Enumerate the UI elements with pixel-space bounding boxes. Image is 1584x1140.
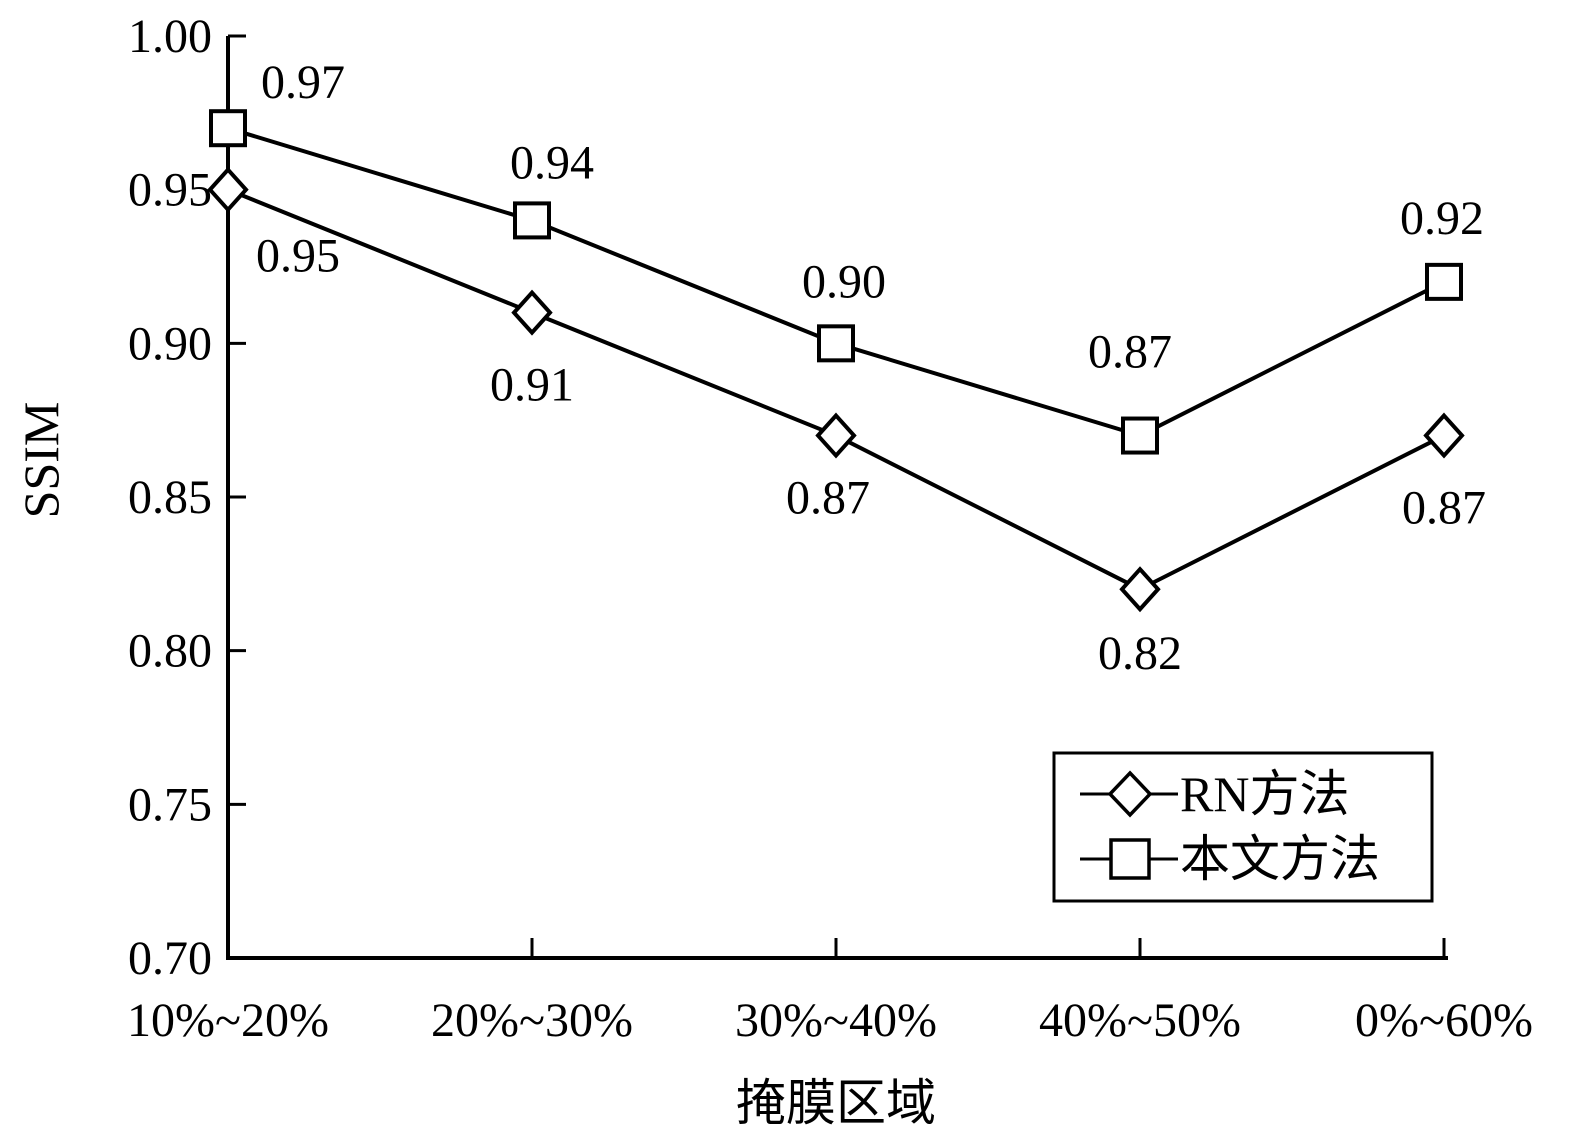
legend-marker-square — [1109, 838, 1151, 880]
data-label: 0.94 — [510, 136, 594, 189]
data-point-diamond — [511, 289, 553, 336]
x-tick-label: 30%~40% — [735, 994, 937, 1047]
data-labels: 0.95 0.91 0.87 0.82 0.87 0.97 0.94 0.90 0.87 0.92 — [256, 56, 1486, 680]
data-point-diamond — [1119, 566, 1161, 613]
x-tick-label: 0%~60% — [1355, 994, 1533, 1047]
x-tick-label: 10%~20% — [127, 994, 329, 1047]
data-label: 0.87 — [786, 472, 870, 525]
y-tick-label: 1.00 — [128, 10, 212, 63]
data-label: 0.92 — [1400, 192, 1484, 245]
legend: RN方法 本文方法 — [1052, 751, 1434, 903]
y-tick-label: 0.95 — [128, 164, 212, 217]
axes: 0.70 0.75 0.80 0.85 0.90 0.95 1.00 10%~20% 20%~3… — [127, 10, 1533, 1047]
data-label: 0.95 — [256, 230, 340, 283]
series-line-rn — [227, 187, 1445, 592]
y-tick-label: 0.70 — [128, 932, 212, 985]
y-axis-label: SSIM — [13, 402, 69, 519]
data-label: 0.87 — [1088, 326, 1172, 379]
x-axis-label: 掩膜区域 — [736, 1075, 936, 1131]
data-label: 0.91 — [490, 359, 574, 412]
data-point-square — [1121, 416, 1159, 455]
data-point-square — [513, 201, 551, 240]
data-point-square — [1425, 262, 1463, 301]
data-label: 0.82 — [1098, 627, 1182, 680]
legend-label-rn: RN方法 — [1180, 766, 1349, 822]
y-tick-label: 0.75 — [128, 778, 212, 831]
data-point-diamond — [1423, 412, 1465, 459]
y-tick-label: 0.85 — [128, 471, 212, 524]
data-point-square — [817, 324, 855, 363]
y-tick-label: 0.80 — [128, 625, 212, 678]
y-tick-label: 0.90 — [128, 317, 212, 370]
data-point-diamond — [207, 166, 249, 213]
x-tick-label: 20%~30% — [431, 994, 633, 1047]
data-label: 0.87 — [1402, 482, 1486, 535]
x-tick-label: 40%~50% — [1039, 994, 1241, 1047]
legend-marker-diamond — [1107, 770, 1153, 818]
data-label: 0.90 — [802, 255, 886, 308]
data-point-square — [209, 109, 247, 148]
legend-label-ours: 本文方法 — [1180, 831, 1380, 887]
series-layer — [207, 109, 1465, 613]
data-label: 0.97 — [261, 56, 345, 109]
data-point-diamond — [815, 412, 857, 459]
